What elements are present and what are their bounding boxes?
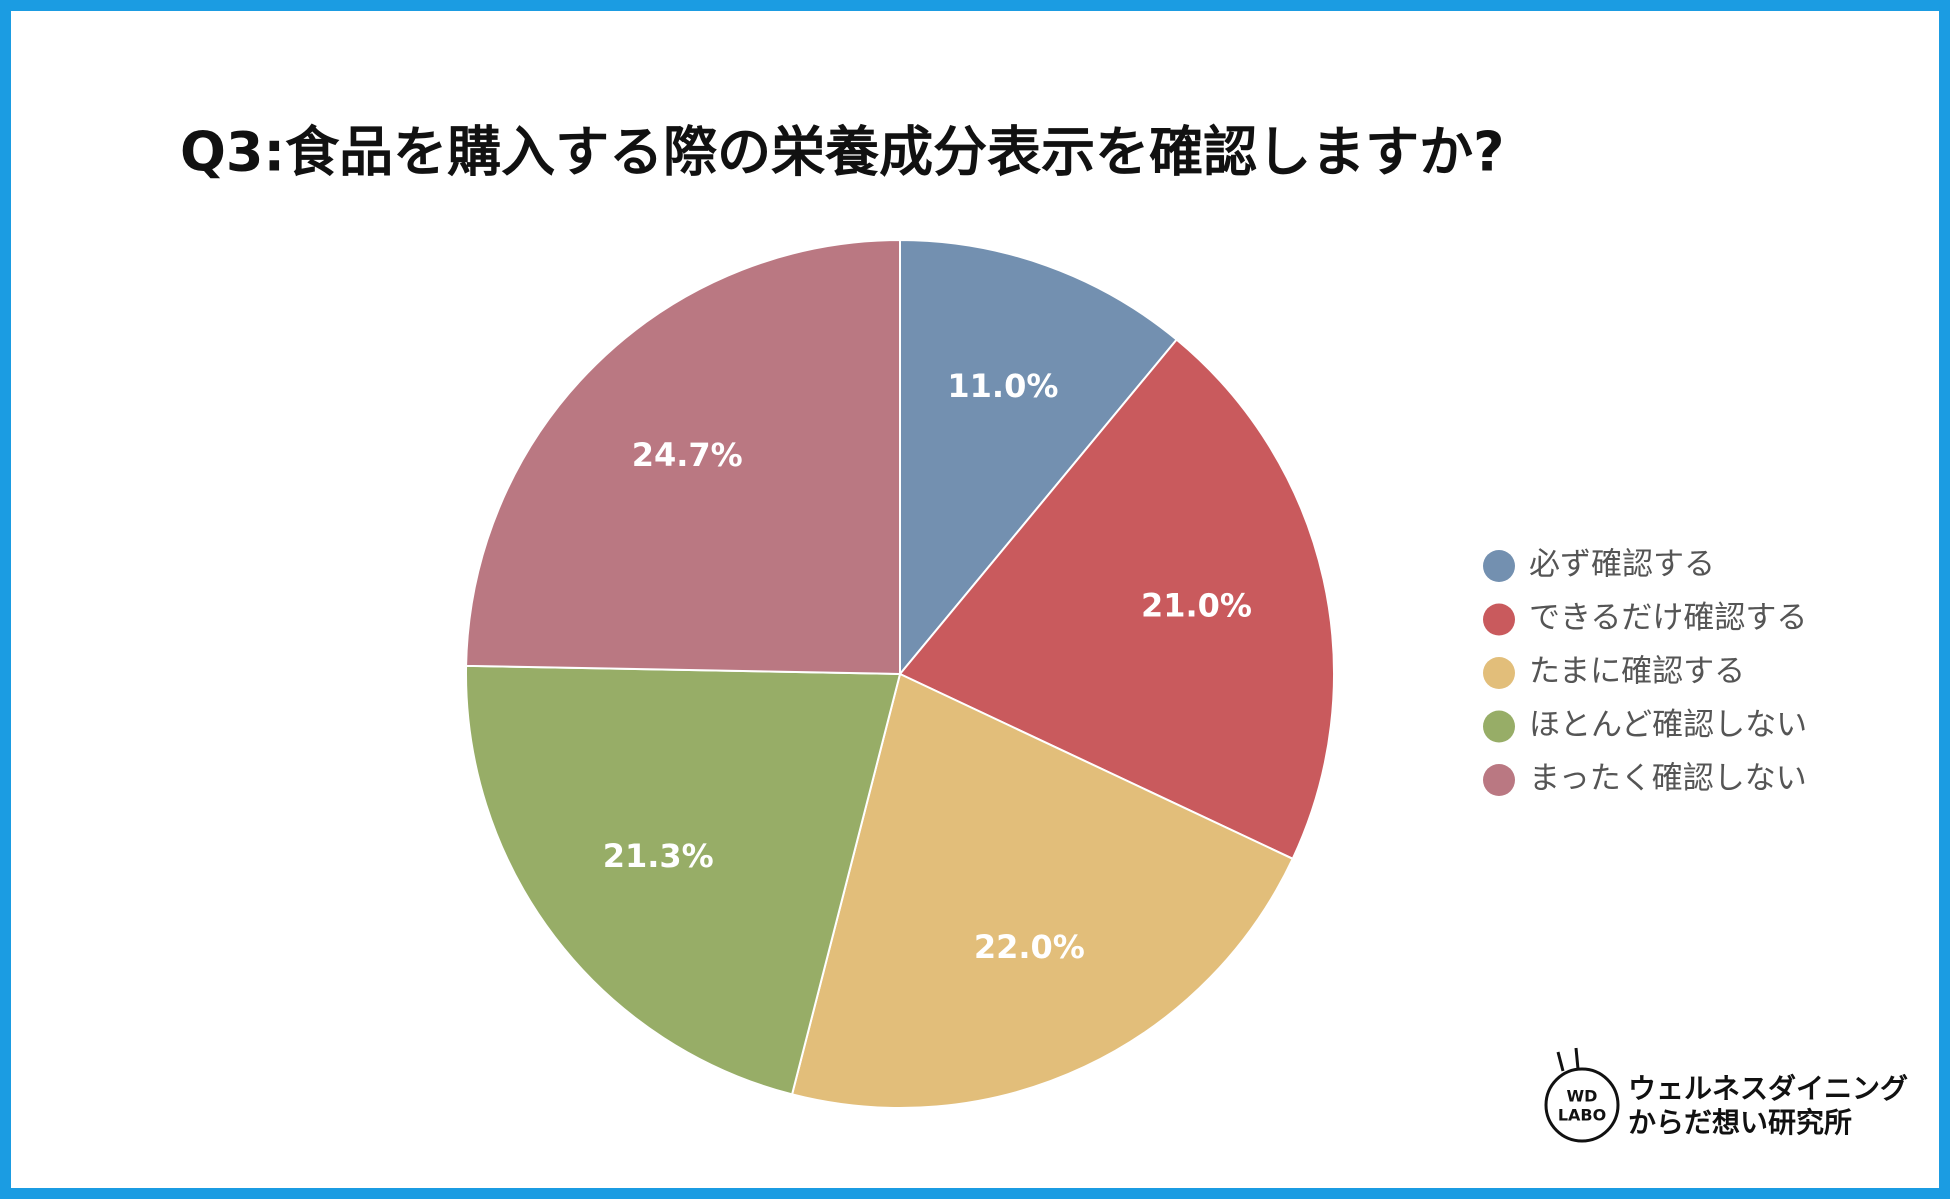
data-label: 24.7%	[632, 436, 743, 474]
pie-slice	[465, 664, 902, 1096]
legend-swatch	[1483, 550, 1515, 582]
logo-flask-neck	[1574, 1047, 1580, 1070]
logo-mark: WD	[1567, 1087, 1598, 1106]
pie-slice	[898, 338, 1335, 861]
logo-flask-neck	[1556, 1051, 1565, 1072]
legend-label: できるだけ確認する	[1529, 600, 1807, 636]
legend-label: 必ず確認する	[1529, 547, 1715, 583]
pie-slice	[899, 238, 1179, 677]
legend-swatch	[1483, 657, 1515, 689]
data-label: 11.0%	[947, 367, 1058, 405]
logo-flask	[1544, 1067, 1620, 1143]
chart-title: Q3:食品を購入する際の栄養成分表示を確認しますか?	[180, 121, 1504, 184]
logo-name: ウェルネスダイニング	[1628, 1072, 1908, 1105]
pie-slice	[790, 672, 1295, 1109]
legend-label: たまに確認する	[1529, 654, 1745, 690]
legend-swatch	[1483, 764, 1515, 796]
legend-label: まったく確認しない	[1529, 761, 1807, 797]
legend-swatch	[1483, 710, 1515, 743]
pie-slice	[465, 238, 901, 676]
logo: WD LABO ウェルネスダイニング からだ想い研究所	[1544, 1047, 1908, 1143]
data-label: 22.0%	[974, 928, 1085, 966]
data-label: 21.0%	[1141, 587, 1252, 625]
legend-swatch	[1483, 603, 1515, 636]
logo-mark: LABO	[1558, 1106, 1606, 1125]
logo-name: からだ想い研究所	[1628, 1106, 1852, 1139]
data-label: 21.3%	[603, 837, 714, 875]
legend-label: ほとんど確認しない	[1529, 707, 1807, 743]
